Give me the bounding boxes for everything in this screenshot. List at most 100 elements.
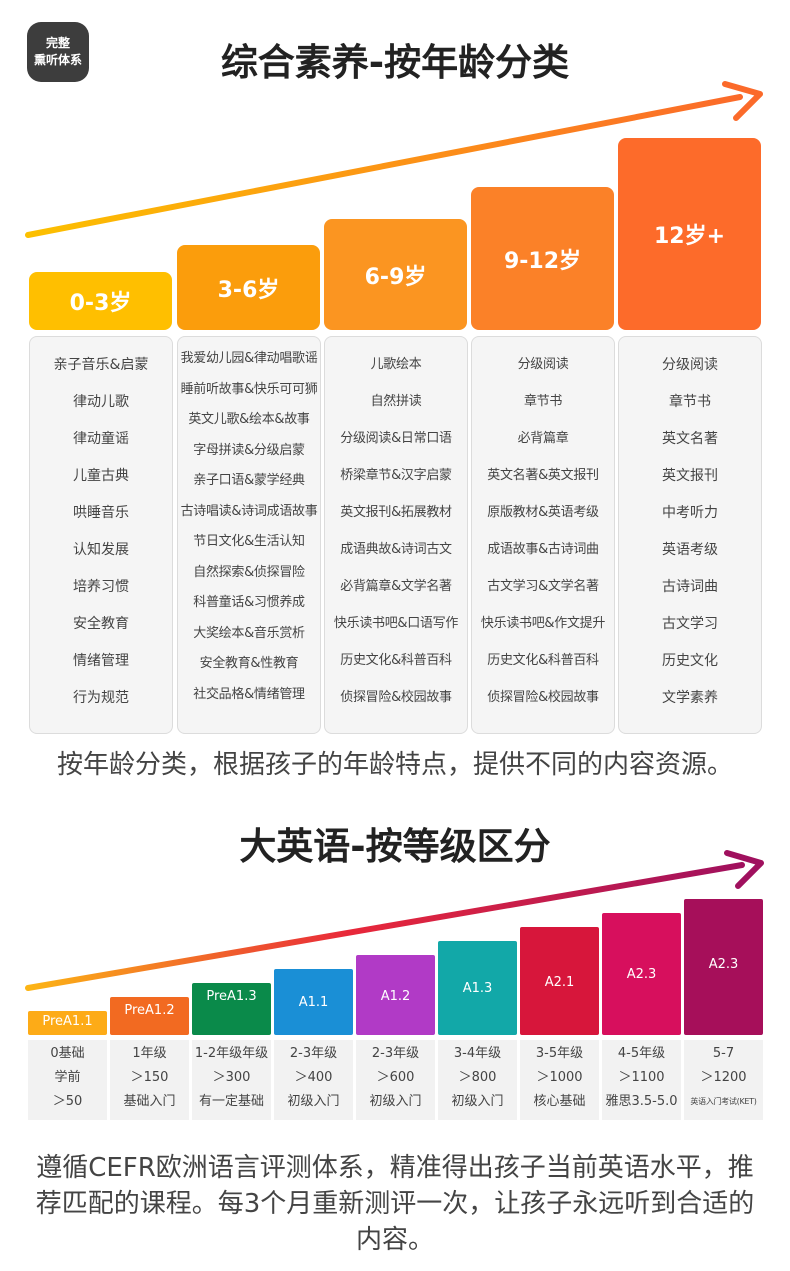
- level-desc-line: 学前: [54, 1070, 81, 1085]
- level-bar-prea1-2: PreA1.2: [110, 997, 189, 1035]
- level-desc-line: ＞150: [130, 1070, 169, 1085]
- level-bar-a2-1: A2.1: [520, 927, 599, 1035]
- level-desc-line: ＞800: [458, 1070, 497, 1085]
- age-header-label: 3-6岁: [217, 277, 280, 303]
- list-item: 培养习惯: [73, 579, 129, 595]
- list-item: 古诗词曲: [662, 579, 718, 595]
- list-item: 行为规范: [73, 690, 129, 706]
- level-desc-line: 有一定基础: [198, 1094, 264, 1109]
- list-item: 儿童古典: [73, 468, 129, 484]
- list-item: 亲子口语&蒙学经典: [193, 473, 305, 488]
- age-header-6-9: 6-9岁: [324, 219, 467, 330]
- level-label: A2.3: [626, 967, 657, 982]
- list-item: 儿歌绘本: [370, 357, 422, 372]
- level-desc-line: 2-3年级: [371, 1046, 420, 1061]
- level-bar-a1-3: A1.3: [438, 941, 517, 1035]
- level-label: A2.1: [544, 975, 575, 990]
- level-desc-prea1-1: 0基础 学前 ＞50: [28, 1040, 107, 1120]
- level-label: A1.2: [380, 989, 411, 1004]
- level-desc-line: 初级入门: [287, 1094, 340, 1109]
- list-item: 自然拼读: [370, 394, 422, 409]
- list-item: 情绪管理: [73, 653, 129, 669]
- level-section-caption: 遵循CEFR欧洲语言评测体系，精准得出孩子当前英语水平，推荐匹配的课程。每3个月…: [35, 1153, 755, 1255]
- list-item: 律动童谣: [73, 431, 129, 447]
- level-desc-a2-3-a: 4-5年级 ＞1100 雅思3.5-5.0: [602, 1040, 681, 1120]
- list-item: 大奖绘本&音乐赏析: [193, 625, 305, 641]
- level-desc-line: ＞1100: [618, 1070, 665, 1085]
- badge-line1: 完整: [45, 36, 70, 50]
- age-section-title: 综合素养-按年龄分类: [220, 41, 570, 84]
- age-column-12-plus: 分级阅读 章节书 英文名著 英文报刊 中考听力 英语考级 古诗词曲 古文学习 历…: [618, 336, 762, 734]
- list-item: 英文名著: [662, 431, 718, 447]
- level-label: PreA1.3: [206, 989, 257, 1004]
- level-desc-line: 英语入门考试(KET): [690, 1097, 757, 1106]
- badge-line2: 熏听体系: [33, 53, 82, 67]
- level-desc-a1-1: 2-3年级 ＞400 初级入门: [274, 1040, 353, 1120]
- age-growth-arrow: [25, 81, 763, 238]
- level-label: A2.3: [708, 957, 739, 972]
- age-header-label: 12岁+: [653, 224, 726, 249]
- level-desc-line: 1年级: [132, 1046, 167, 1061]
- level-desc-line: ＞600: [376, 1070, 415, 1085]
- list-item: 睡前听故事&快乐可可狮: [180, 381, 318, 397]
- list-item: 英文报刊&拓展教材: [340, 505, 452, 520]
- list-item: 分级阅读: [662, 357, 718, 373]
- list-item: 成语典故&诗词古文: [340, 542, 452, 557]
- level-section-title: 大英语-按等级区分: [239, 825, 551, 868]
- level-desc-a1-3: 3-4年级 ＞800 初级入门: [438, 1040, 517, 1120]
- list-item: 哄睡音乐: [73, 505, 129, 521]
- level-bar-prea1-3: PreA1.3: [192, 983, 271, 1035]
- list-item: 章节书: [523, 394, 563, 409]
- age-header-label: 0-3岁: [69, 291, 132, 316]
- level-desc-line: 核心基础: [533, 1094, 586, 1109]
- age-column-3-6: 我爱幼儿园&律动唱歌谣 睡前听故事&快乐可可狮 英文儿歌&绘本&故事 字母拼读&…: [177, 336, 321, 734]
- level-desc-line: ＞1000: [536, 1070, 583, 1085]
- list-item: 自然探索&侦探冒险: [193, 564, 305, 580]
- level-growth-arrow: [25, 850, 764, 991]
- age-header-9-12: 9-12岁: [471, 187, 614, 330]
- list-item: 章节书: [669, 394, 711, 410]
- level-desc-line: 1-2年级年级: [194, 1046, 269, 1061]
- list-item: 我爱幼儿园&律动唱歌谣: [180, 351, 318, 366]
- list-item: 桥梁章节&汉字启蒙: [340, 468, 452, 483]
- list-item: 英文儿歌&绘本&故事: [188, 412, 310, 427]
- level-desc-line: ＞400: [294, 1070, 333, 1085]
- age-header-label: 6-9岁: [364, 264, 427, 290]
- list-item: 安全教育&性教育: [199, 656, 299, 671]
- level-bar-a2-3-b: A2.3: [684, 899, 763, 1035]
- list-item: 认知发展: [73, 542, 129, 558]
- level-desc-line: 5-7: [712, 1046, 735, 1061]
- level-desc-a2-3-b: 5-7 ＞1200 英语入门考试(KET): [684, 1040, 763, 1120]
- age-column-6-9: 儿歌绘本 自然拼读 分级阅读&日常口语 桥梁章节&汉字启蒙 英文报刊&拓展教材 …: [324, 336, 468, 734]
- level-desc-line: 基础入门: [123, 1094, 176, 1109]
- list-item: 历史文化&科普百科: [487, 653, 599, 668]
- level-desc-line: 2-3年级: [289, 1046, 338, 1061]
- age-header-0-3: 0-3岁: [29, 272, 172, 330]
- level-desc-a1-2: 2-3年级 ＞600 初级入门: [356, 1040, 435, 1120]
- level-label: A1.3: [462, 981, 493, 996]
- level-desc-line: 3-5年级: [535, 1046, 584, 1061]
- level-label: A1.1: [298, 995, 329, 1010]
- list-item: 侦探冒险&校园故事: [340, 690, 452, 705]
- level-bar-a2-3-a: A2.3: [602, 913, 681, 1035]
- list-item: 历史文化&科普百科: [340, 653, 452, 668]
- list-item: 字母拼读&分级启蒙: [193, 442, 305, 458]
- level-desc-prea1-3: 1-2年级年级 ＞300 有一定基础: [192, 1040, 271, 1120]
- list-item: 古诗唱读&诗词成语故事: [180, 503, 318, 519]
- list-item: 英文名著&英文报刊: [487, 468, 599, 483]
- age-header-3-6: 3-6岁: [177, 245, 320, 330]
- level-label: PreA1.1: [42, 1014, 93, 1029]
- list-item: 亲子音乐&启蒙: [53, 357, 149, 373]
- list-item: 文学素养: [662, 690, 718, 706]
- list-item: 英语考级: [662, 542, 718, 558]
- level-bar-a1-2: A1.2: [356, 955, 435, 1035]
- level-desc-a2-1: 3-5年级 ＞1000 核心基础: [520, 1040, 599, 1120]
- list-item: 安全教育: [73, 616, 129, 632]
- list-item: 节日文化&生活认知: [193, 534, 305, 549]
- list-item: 社交品格&情绪管理: [193, 686, 305, 702]
- list-item: 中考听力: [662, 505, 718, 521]
- list-item: 侦探冒险&校园故事: [487, 690, 599, 705]
- system-badge: 完整 熏听体系: [27, 22, 89, 82]
- level-desc-line: ＞50: [52, 1094, 83, 1109]
- level-bar-prea1-1: PreA1.1: [28, 1011, 107, 1035]
